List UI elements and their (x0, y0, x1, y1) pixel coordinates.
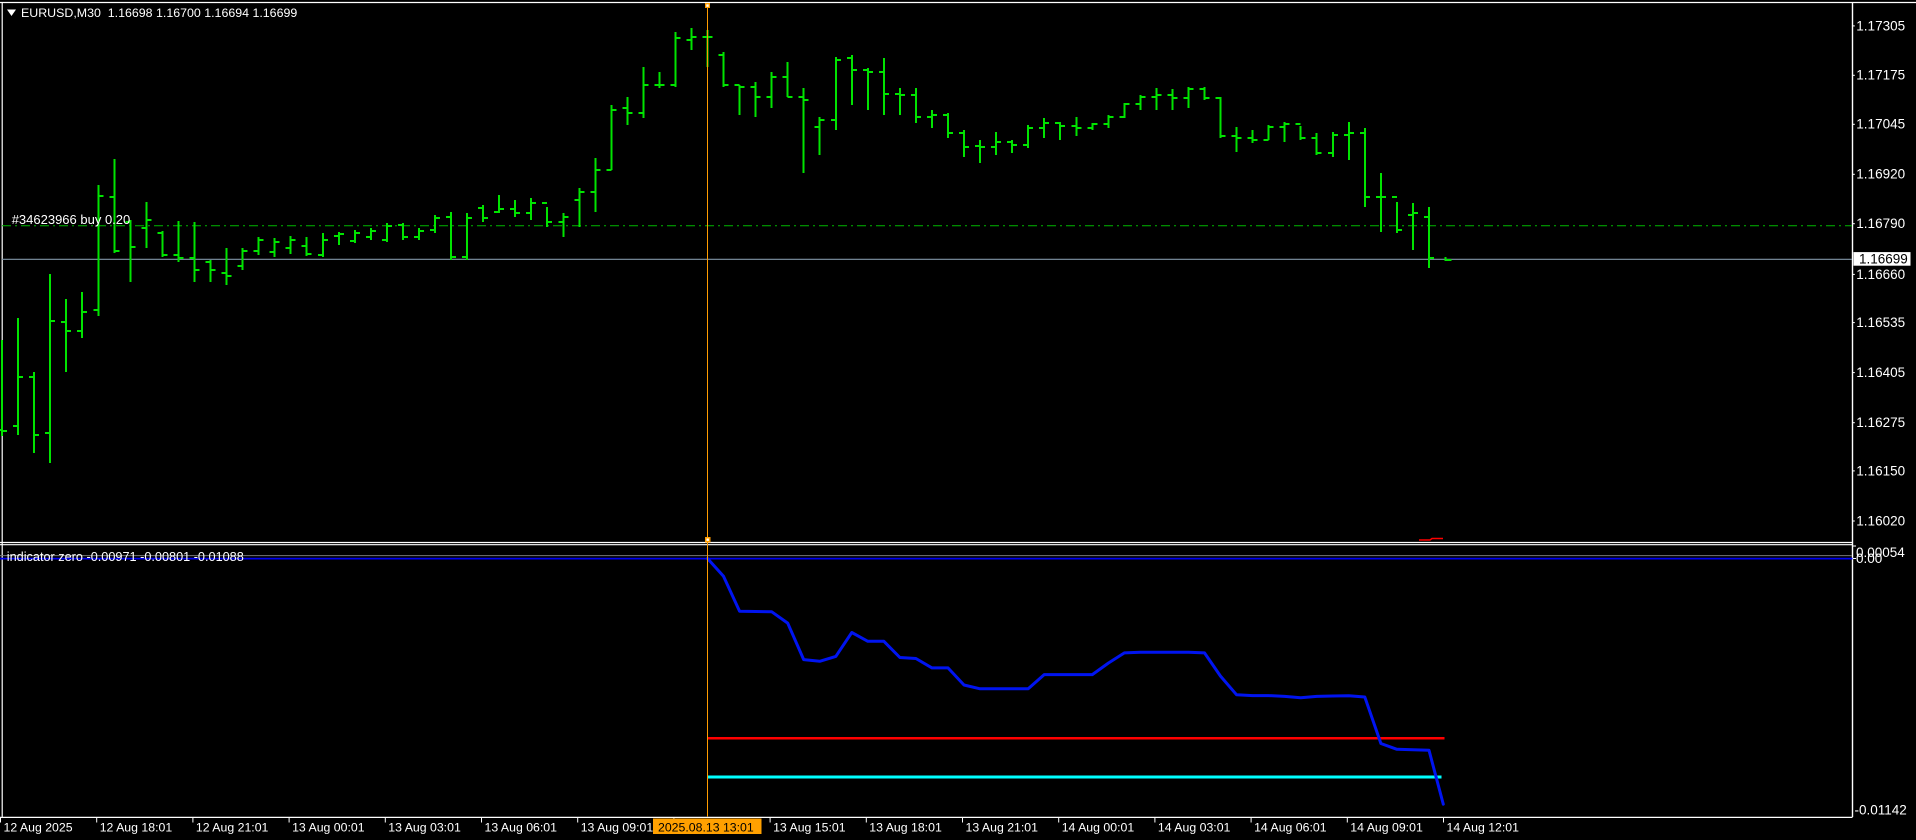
svg-text:12 Aug 2025: 12 Aug 2025 (4, 821, 73, 835)
svg-text:14 Aug 00:01: 14 Aug 00:01 (1062, 821, 1135, 835)
svg-text:13 Aug 21:01: 13 Aug 21:01 (966, 821, 1039, 835)
svg-text:13 Aug 06:01: 13 Aug 06:01 (485, 821, 558, 835)
svg-text:1.16699: 1.16699 (1859, 251, 1908, 266)
svg-text:14 Aug 06:01: 14 Aug 06:01 (1254, 821, 1327, 835)
svg-text:13 Aug 03:01: 13 Aug 03:01 (388, 821, 461, 835)
svg-text:1.16405: 1.16405 (1856, 365, 1905, 380)
svg-text:13 Aug 15:01: 13 Aug 15:01 (773, 821, 846, 835)
svg-text:13 Aug 00:01: 13 Aug 00:01 (292, 821, 365, 835)
svg-text:1.16020: 1.16020 (1856, 513, 1905, 528)
svg-text:2025.08.13 13:01: 2025.08.13 13:01 (658, 821, 754, 835)
svg-text:#34623966 buy 0.20: #34623966 buy 0.20 (12, 212, 131, 227)
svg-text:-0.01142: -0.01142 (1855, 802, 1907, 817)
svg-text:14 Aug 09:01: 14 Aug 09:01 (1350, 821, 1423, 835)
svg-text:1.17045: 1.17045 (1856, 117, 1905, 132)
svg-text:13 Aug 18:01: 13 Aug 18:01 (869, 821, 942, 835)
svg-text:1.16150: 1.16150 (1856, 463, 1905, 478)
svg-text:1.17175: 1.17175 (1856, 68, 1905, 83)
svg-text:0.00: 0.00 (1856, 551, 1882, 566)
svg-text:14 Aug 03:01: 14 Aug 03:01 (1158, 821, 1231, 835)
svg-text:1.16790: 1.16790 (1856, 216, 1905, 231)
svg-text:13 Aug 09:01: 13 Aug 09:01 (581, 821, 654, 835)
svg-text:12 Aug 21:01: 12 Aug 21:01 (196, 821, 269, 835)
svg-text:1.17305: 1.17305 (1856, 18, 1905, 33)
svg-text:0.00054: 0.00054 (1856, 545, 1905, 560)
svg-text:1.16660: 1.16660 (1856, 267, 1905, 282)
svg-text:EURUSD,M30 1.16698 1.16700 1.: EURUSD,M30 1.16698 1.16700 1.16694 1.166… (21, 6, 297, 20)
svg-text:1.16920: 1.16920 (1856, 167, 1905, 182)
svg-text:1.16535: 1.16535 (1856, 315, 1905, 330)
svg-text:12 Aug 18:01: 12 Aug 18:01 (100, 821, 173, 835)
svg-text:1.16275: 1.16275 (1856, 415, 1905, 430)
svg-text:14 Aug 12:01: 14 Aug 12:01 (1447, 821, 1520, 835)
svg-text:indicator zero -0.00971 -0.008: indicator zero -0.00971 -0.00801 -0.0108… (7, 550, 244, 564)
